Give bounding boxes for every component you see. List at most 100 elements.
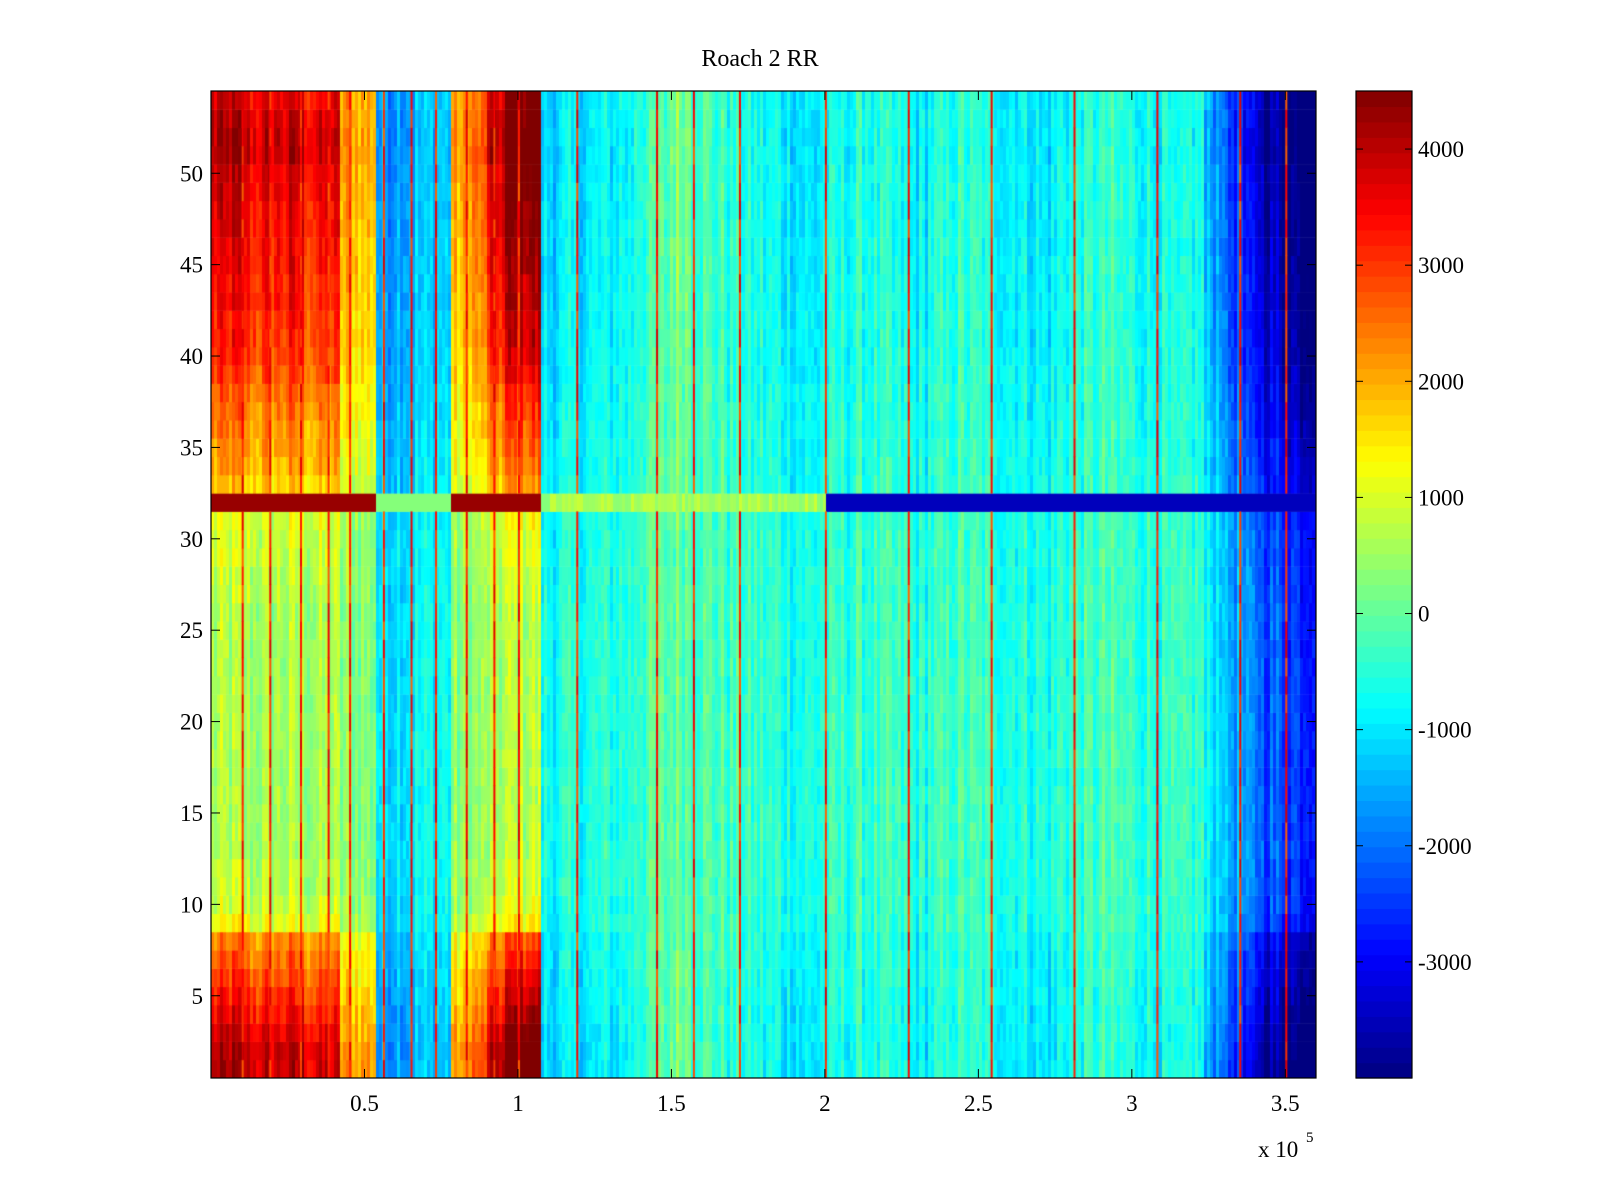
colorbar-segment [1356,923,1412,940]
colorbar-segment [1356,291,1412,308]
colorbar-segment [1356,908,1412,925]
colorbar-segment [1356,985,1412,1002]
colorbar-segment [1356,414,1412,431]
colorbar-segment [1356,754,1412,771]
colorbar-segment [1356,106,1412,123]
colorbar-segment [1356,198,1412,215]
colorbar-segment [1356,245,1412,262]
x-tick-label: 0.5 [350,1091,379,1116]
x-axis-multiplier: x 10 [1258,1137,1298,1162]
colorbar-segment [1356,399,1412,416]
colorbar-segment [1356,569,1412,586]
colorbar-segment [1356,91,1412,108]
heatmap-plot-area [211,91,1316,1078]
colorbar-segment [1356,707,1412,724]
colorbar-segment [1356,306,1412,323]
colorbar-tick-label: 1000 [1418,485,1464,510]
y-tick-label: 40 [180,344,203,369]
colorbar-segment [1356,1062,1412,1079]
y-tick-label: 25 [180,618,203,643]
colorbar-segment [1356,599,1412,616]
colorbar-segment [1356,815,1412,832]
colorbar-segment [1356,137,1412,154]
colorbar-segment [1356,461,1412,478]
x-tick-label: 1 [512,1091,524,1116]
colorbar-segment [1356,892,1412,909]
colorbar-segment [1356,229,1412,246]
y-tick-label: 20 [180,710,203,735]
colorbar-segment [1356,260,1412,277]
colorbar-segment [1356,276,1412,293]
colorbar-segment [1356,476,1412,493]
colorbar-tick-label: 3000 [1418,253,1464,278]
colorbar-segment [1356,507,1412,524]
plot-axes-box [210,90,1317,1079]
colorbar-segment [1356,368,1412,385]
y-tick-label: 45 [180,253,203,278]
y-tick-label: 30 [180,527,203,552]
x-tick-label: 1.5 [657,1091,686,1116]
y-tick-label: 10 [180,892,203,917]
colorbar-segment [1356,430,1412,447]
colorbar-segment [1356,970,1412,987]
colorbar-segment [1356,939,1412,956]
colorbar-segment [1356,445,1412,462]
x-tick-label: 3.5 [1271,1091,1300,1116]
colorbar-segment [1356,784,1412,802]
colorbar-segment [1356,723,1412,740]
colorbar-segment [1356,1016,1412,1033]
colorbar-segment [1356,661,1412,678]
colorbar-segment [1356,646,1412,663]
colorbar-segment [1356,337,1412,354]
colorbar-segment [1356,491,1412,508]
colorbar-segment [1356,384,1412,401]
colorbar-segment [1356,846,1412,863]
x-tick-label: 3 [1126,1091,1138,1116]
colorbar-segment [1356,862,1412,879]
colorbar-segment [1356,769,1412,786]
chart-title: Roach 2 RR [701,46,818,72]
colorbar-segment [1356,954,1412,971]
colorbar-segment [1356,121,1412,138]
colorbar-segment [1356,1000,1412,1017]
colorbar-segment [1356,677,1412,694]
colorbar [1356,91,1412,1079]
colorbar-segment [1356,214,1412,231]
colorbar-frame [1355,90,1413,1079]
x-axis-multiplier-exponent: 5 [1306,1130,1314,1146]
colorbar-segment [1356,538,1412,555]
colorbar-tick-label: 2000 [1418,369,1464,394]
y-tick-label: 5 [192,984,204,1009]
colorbar-segment [1356,522,1412,539]
colorbar-tick-label: 4000 [1418,137,1464,162]
x-tick-label: 2.5 [964,1091,993,1116]
heatmap-cells [211,91,1316,1078]
x-axis: 0.5 1 1.5 2 2.5 3 3.5 [350,91,1300,1116]
colorbar-segment [1356,353,1412,370]
colorbar-segment [1356,877,1412,894]
colorbar-segment [1356,630,1412,647]
colorbar-tick-label: -3000 [1418,950,1472,975]
colorbar-segment [1356,692,1412,709]
y-tick-label: 35 [180,435,203,460]
colorbar-tick-label: -1000 [1418,718,1472,743]
x-tick-label: 2 [819,1091,831,1116]
colorbar-segment [1356,800,1412,817]
colorbar-segment [1356,168,1412,185]
y-axis: 5 10 15 20 25 30 35 40 45 50 [180,161,1316,1009]
colorbar-segment [1356,584,1412,601]
colorbar-segment [1356,183,1412,200]
y-tick-label: 15 [180,801,203,826]
colorbar-tick-label: 0 [1418,602,1430,627]
colorbar-segment [1356,831,1412,848]
colorbar-segment [1356,1047,1412,1064]
colorbar-segment [1356,1031,1412,1048]
colorbar-tick-label: -2000 [1418,834,1472,859]
colorbar-segment [1356,322,1412,339]
colorbar-segment [1356,152,1412,169]
colorbar-segment [1356,615,1412,632]
colorbar-segment [1356,738,1412,755]
y-tick-label: 50 [180,161,203,186]
colorbar-axis: -3000 -2000 -1000 0 1000 2000 3000 4000 [1356,137,1472,975]
